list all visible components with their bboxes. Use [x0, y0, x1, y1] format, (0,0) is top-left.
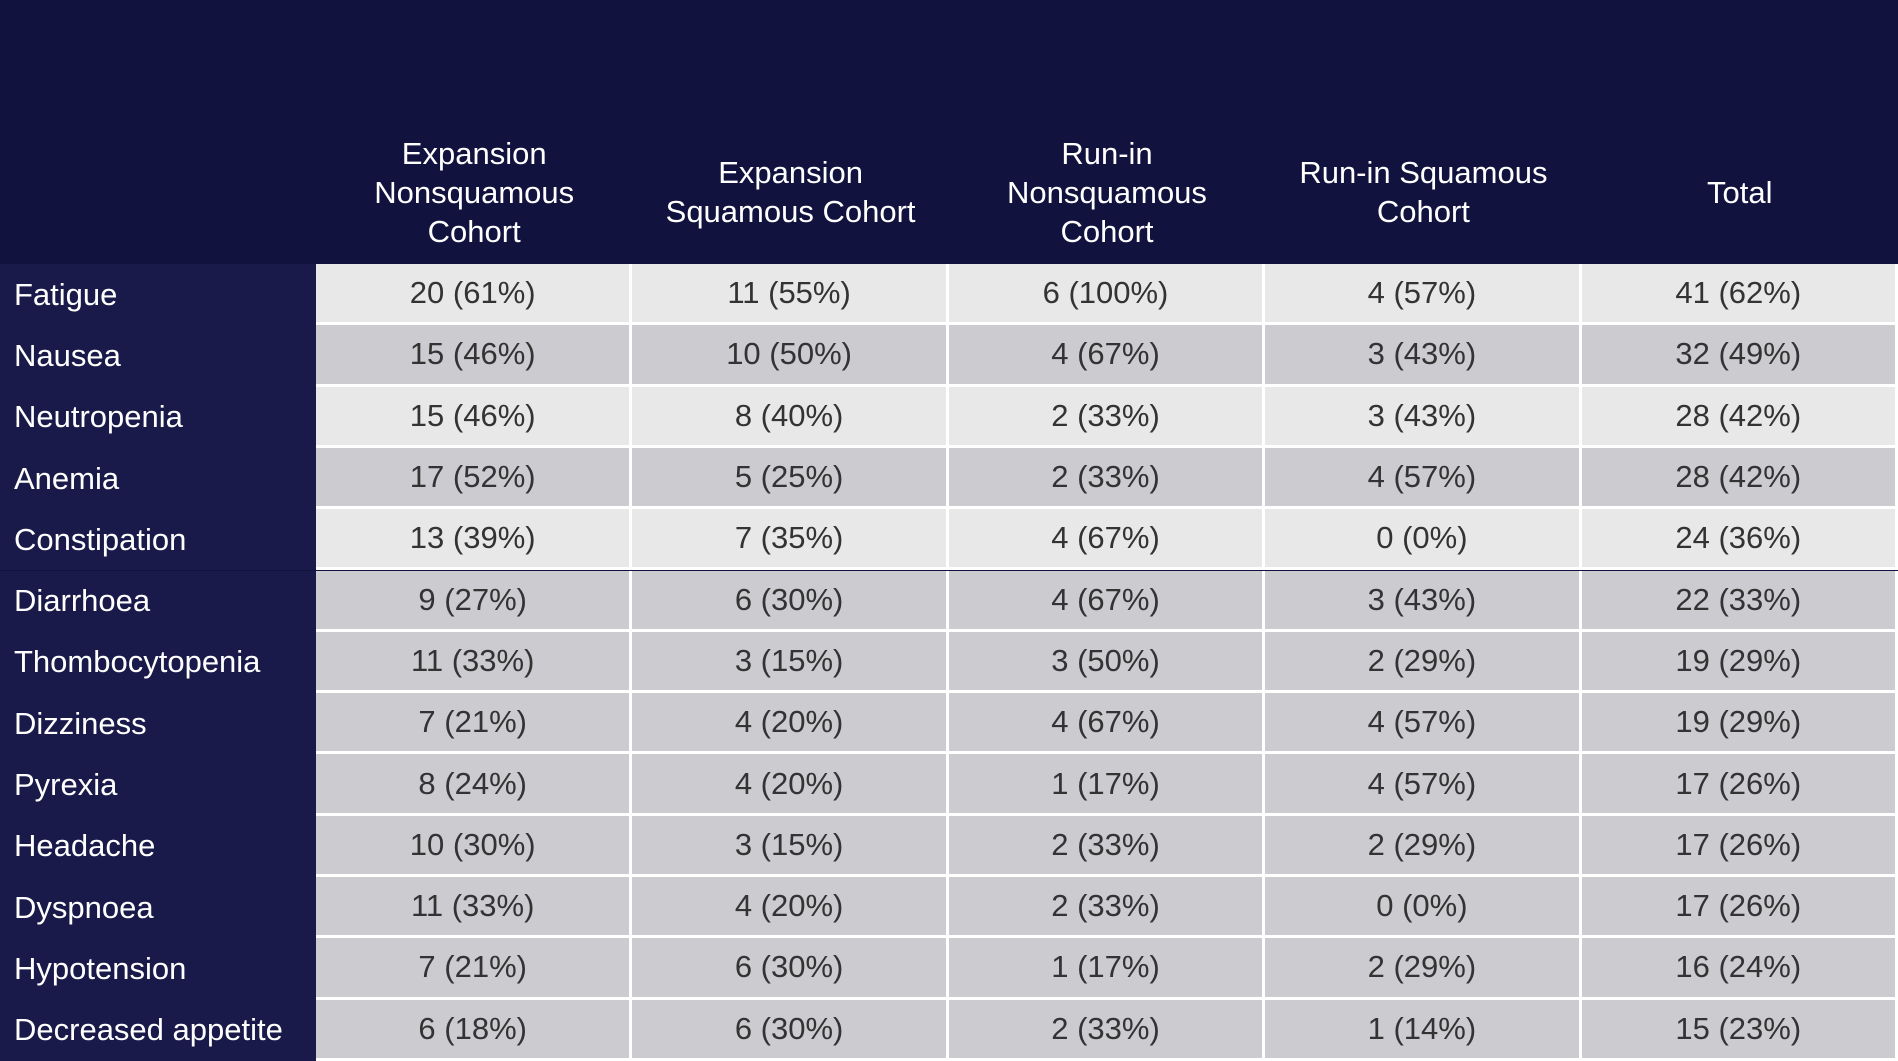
column-header: Run-in Nonsquamous Cohort: [1007, 135, 1207, 249]
data-cell: 4 (57%): [1265, 693, 1582, 755]
data-cell: 15 (46%): [316, 386, 633, 448]
data-cell: 0 (0%): [1265, 509, 1582, 571]
data-cell: 2 (29%): [1265, 815, 1582, 877]
data-cell: 0 (0%): [1265, 877, 1582, 939]
data-cell: 10 (50%): [632, 325, 949, 387]
data-cell: 32 (49%): [1581, 325, 1898, 387]
data-cell: 17 (26%): [1581, 877, 1898, 939]
row-label: Pyrexia: [0, 754, 316, 816]
row-label: Neutropenia: [0, 386, 316, 448]
data-cell: 4 (20%): [632, 877, 949, 939]
data-cell: 4 (67%): [948, 325, 1266, 387]
data-cell: 22 (33%): [1581, 570, 1898, 632]
data-cell: 6 (30%): [632, 570, 949, 632]
row-label: Constipation: [0, 509, 316, 571]
row-label: Decreased appetite: [0, 999, 316, 1061]
data-cell: 2 (29%): [1265, 938, 1582, 1000]
row-label: Dyspnoea: [0, 877, 316, 939]
data-cell: 8 (24%): [316, 754, 633, 816]
data-cell: 4 (57%): [1265, 754, 1582, 816]
data-cell: 17 (26%): [1581, 815, 1898, 877]
data-cell: 17 (26%): [1581, 754, 1898, 816]
data-cell: 5 (25%): [632, 447, 949, 510]
data-cell: 4 (20%): [632, 754, 949, 816]
data-cell: 7 (35%): [632, 509, 949, 571]
row-label: Nausea: [0, 325, 316, 387]
data-cell: 1 (14%): [1265, 999, 1582, 1061]
data-cell: 13 (39%): [316, 509, 633, 571]
column-header: Expansion Squamous Cohort: [665, 155, 916, 229]
data-cell: 28 (42%): [1581, 447, 1898, 510]
column-header: Total: [1707, 174, 1773, 210]
row-label: Thombocytopenia: [0, 631, 316, 694]
data-cell: 3 (43%): [1265, 570, 1582, 632]
data-cell: 4 (67%): [948, 693, 1266, 755]
row-label: Headache: [0, 815, 316, 877]
data-cell: 3 (43%): [1265, 386, 1582, 448]
data-cell: 8 (40%): [632, 386, 949, 448]
column-header: Expansion Nonsquamous Cohort: [374, 135, 575, 249]
row-label: Anemia: [0, 447, 316, 510]
data-cell: 17 (52%): [316, 447, 633, 510]
data-cell: 2 (33%): [948, 877, 1266, 939]
data-cell: 6 (30%): [632, 938, 949, 1000]
data-cell: 6 (100%): [948, 264, 1266, 326]
data-cell: 11 (55%): [632, 264, 949, 326]
row-label: Dizziness: [0, 693, 316, 755]
data-cell: 7 (21%): [316, 693, 633, 755]
data-cell: 3 (15%): [632, 631, 949, 694]
data-cell: 10 (30%): [316, 815, 633, 877]
data-cell: 4 (67%): [948, 570, 1266, 632]
data-cell: 2 (29%): [1265, 631, 1582, 694]
data-cell: 2 (33%): [948, 386, 1266, 448]
data-cell: 3 (50%): [948, 631, 1266, 694]
data-cell: 11 (33%): [316, 877, 633, 939]
row-label: Hypotension: [0, 938, 316, 1000]
data-cell: 4 (57%): [1265, 447, 1582, 510]
data-cell: 3 (15%): [632, 815, 949, 877]
data-cell: 19 (29%): [1581, 693, 1898, 755]
data-cell: 1 (17%): [948, 754, 1266, 816]
data-cell: 4 (57%): [1265, 264, 1582, 326]
data-cell: 16 (24%): [1581, 938, 1898, 1000]
data-cell: 24 (36%): [1581, 509, 1898, 571]
data-cell: 4 (67%): [948, 509, 1266, 571]
data-cell: 28 (42%): [1581, 386, 1898, 448]
data-cell: 2 (33%): [948, 999, 1266, 1061]
data-cell: 7 (21%): [316, 938, 633, 1000]
data-cell: 41 (62%): [1581, 264, 1898, 326]
row-label: Fatigue: [0, 264, 316, 326]
column-header: Run-in Squamous Cohort: [1299, 155, 1548, 229]
row-label: Diarrhoea: [0, 570, 316, 632]
data-cell: 4 (20%): [632, 693, 949, 755]
data-cell: 6 (30%): [632, 999, 949, 1061]
data-cell: 15 (46%): [316, 325, 633, 387]
data-cell: 2 (33%): [948, 815, 1266, 877]
data-cell: 1 (17%): [948, 938, 1266, 1000]
data-cell: 9 (27%): [316, 570, 633, 632]
data-cell: 2 (33%): [948, 447, 1266, 510]
data-cell: 15 (23%): [1581, 999, 1898, 1061]
data-cell: 19 (29%): [1581, 631, 1898, 694]
data-cell: 20 (61%): [316, 264, 633, 326]
data-cell: 3 (43%): [1265, 325, 1582, 387]
data-cell: 11 (33%): [316, 631, 633, 694]
data-cell: 6 (18%): [316, 999, 633, 1061]
